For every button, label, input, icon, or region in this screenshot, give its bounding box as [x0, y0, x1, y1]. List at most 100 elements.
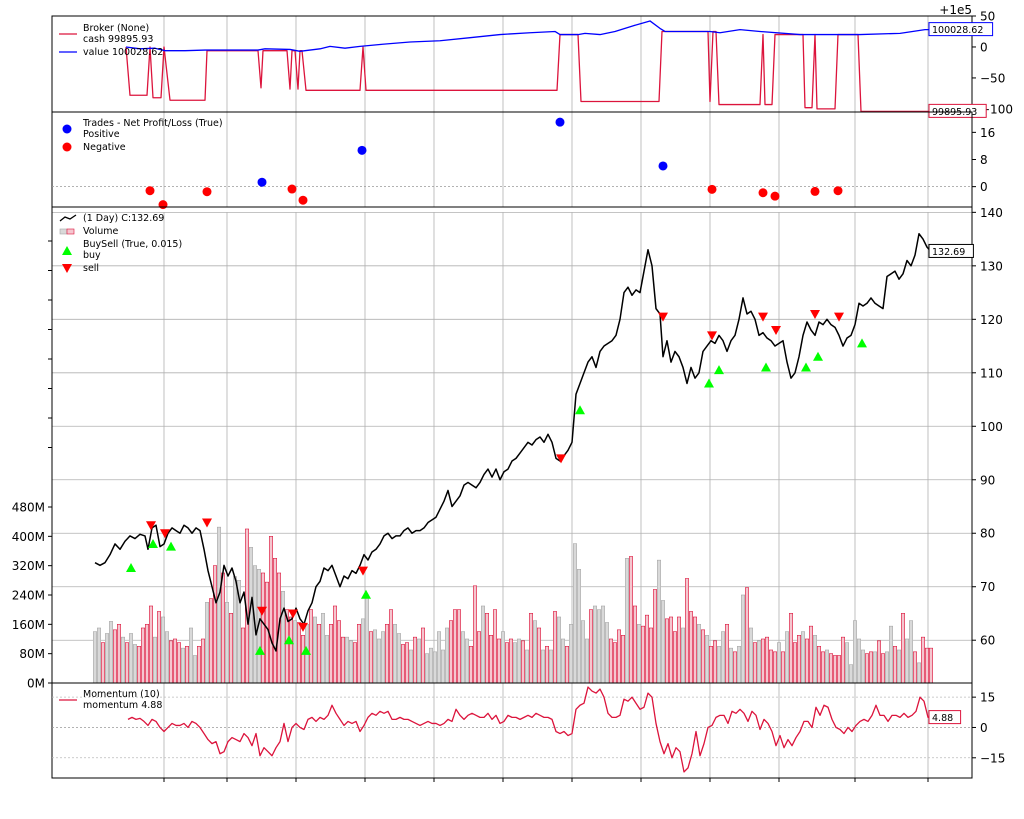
- positive-trade-point: [357, 145, 367, 155]
- volume-bar-up: [644, 614, 649, 684]
- volume-legend-label: Volume: [83, 226, 118, 237]
- volume-bar-up: [868, 651, 873, 684]
- volume-bar-up: [804, 638, 809, 684]
- volume-bar-up: [816, 646, 821, 684]
- volume-legend-marker-down: [59, 228, 68, 235]
- volume-ytick-label: 400M: [12, 530, 45, 544]
- volume-bar-down: [784, 631, 789, 684]
- volume-bar-up: [412, 636, 417, 684]
- buy-marker: [813, 351, 823, 361]
- volume-bar-up: [336, 620, 341, 684]
- volume-bar-up: [732, 651, 737, 684]
- negative-trade-point: [287, 184, 297, 194]
- volume-bar-up: [484, 613, 489, 684]
- volume-bar-up: [145, 624, 150, 684]
- volume-bar-up: [752, 642, 757, 684]
- volume-legend-marker-up: [66, 228, 75, 235]
- trades-panel: 16 8 0 Trades - Net Profit/Loss (True)Posit…: [51, 111, 995, 210]
- volume-bar-down: [740, 594, 745, 684]
- volume-bar-down: [696, 624, 701, 684]
- volume-bar-up: [536, 627, 541, 684]
- volume-bar-down: [860, 649, 865, 684]
- volume-bar-up: [213, 565, 218, 684]
- trades-legend-title: Trades - Net Profit/Loss (True): [82, 118, 223, 129]
- negative-trade-point: [770, 191, 780, 201]
- volume-bar-up: [157, 611, 162, 684]
- sell-marker: [202, 518, 212, 528]
- volume-bar-down: [129, 633, 134, 684]
- volume-bar-up: [508, 638, 513, 684]
- volume-bar-down: [540, 649, 545, 684]
- volume-bar-down: [596, 609, 601, 684]
- volume-bar-down: [844, 642, 849, 684]
- volume-bar-up: [452, 609, 457, 684]
- price-ytick-label: 130: [980, 259, 1003, 273]
- buy-marker: [857, 338, 867, 348]
- volume-bar-down: [680, 627, 685, 684]
- buy-marker: [284, 635, 294, 645]
- volume-bar-up: [472, 585, 477, 684]
- volume-bar-down: [480, 605, 485, 684]
- volume-bar-down: [716, 646, 721, 684]
- sell-marker: [257, 606, 267, 616]
- volume-bar-down: [396, 633, 401, 684]
- close-legend-line: [59, 214, 77, 222]
- volume-bar-down: [428, 647, 433, 684]
- volume-ytick-label: 320M: [12, 559, 45, 573]
- volume-bar-up: [792, 642, 797, 684]
- momentum-line: [127, 686, 933, 773]
- negative-legend-label: Negative: [83, 142, 126, 153]
- volume-bar-up: [668, 616, 673, 684]
- volume-bar-up: [672, 631, 677, 684]
- negative-trade-point: [707, 184, 717, 194]
- volume-bar-down: [348, 640, 353, 684]
- volume-bar-up: [141, 627, 146, 684]
- volume-bar-down: [572, 543, 577, 684]
- momentum-ytick-label: 15: [980, 691, 995, 705]
- volume-ytick-label: 80M: [19, 647, 45, 661]
- volume-bar-down: [848, 664, 853, 684]
- sell-marker: [834, 312, 844, 322]
- volume-bar-down: [280, 591, 285, 684]
- volume-bar-down: [432, 651, 437, 684]
- volume-bar-up: [229, 613, 234, 684]
- volume-bar-down: [756, 640, 761, 684]
- volume-bar-up: [456, 609, 461, 684]
- volume-bar-up: [468, 646, 473, 684]
- volume-bar-up: [832, 655, 837, 684]
- volume-bars: [93, 526, 933, 684]
- volume-bar-up: [125, 642, 130, 684]
- volume-bar-up: [476, 631, 481, 684]
- volume-bar-up: [241, 627, 246, 684]
- sell-marker: [556, 454, 566, 464]
- volume-bar-down: [460, 631, 465, 684]
- volume-bar-down: [324, 635, 329, 684]
- volume-bar-up: [788, 613, 793, 684]
- price-end-label-box: [928, 243, 974, 258]
- positive-legend-marker: [62, 124, 72, 134]
- price-ytick-label: 60: [980, 634, 995, 648]
- volume-bar-up: [796, 635, 801, 684]
- volume-bar-down: [312, 616, 317, 684]
- momentum-ytick-label: −15: [980, 751, 1005, 765]
- volume-bar-up: [840, 636, 845, 684]
- volume-bar-down: [852, 620, 857, 684]
- volume-bar-up: [744, 587, 749, 684]
- volume-bar-up: [900, 613, 905, 684]
- volume-bar-up: [300, 635, 305, 684]
- volume-bar-down: [576, 569, 581, 684]
- volume-bar-up: [820, 651, 825, 684]
- volume-ytick-label: 480M: [12, 501, 45, 515]
- volume-bar-up: [876, 640, 881, 684]
- sell-marker: [707, 331, 717, 341]
- sell-marker: [810, 309, 820, 319]
- buy-legend-marker: [62, 246, 72, 255]
- volume-bar-down: [896, 649, 901, 684]
- volume-bar-down: [153, 636, 158, 684]
- volume-bar-down: [189, 627, 194, 684]
- volume-bar-up: [928, 647, 933, 684]
- volume-bar-up: [117, 624, 122, 684]
- price-ytick-label: 100: [980, 420, 1003, 434]
- volume-bar-down: [856, 638, 861, 684]
